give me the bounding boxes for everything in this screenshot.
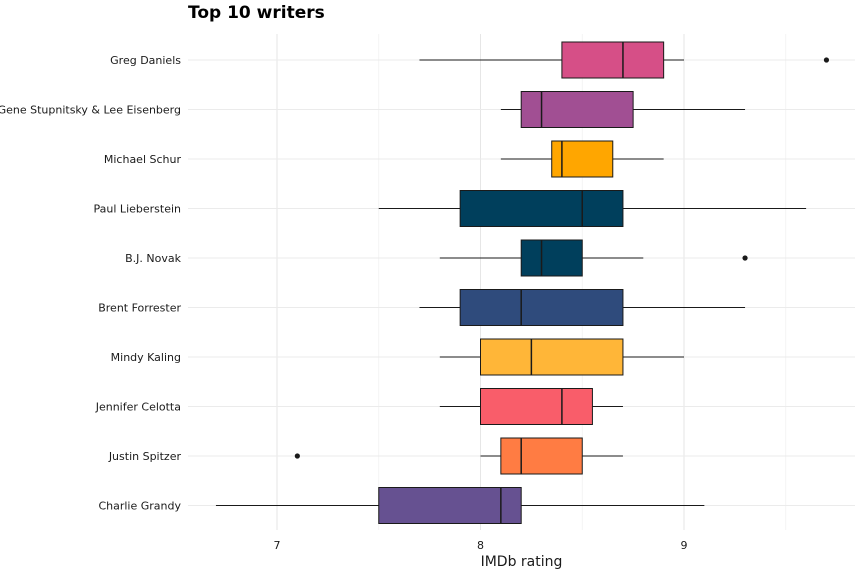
x-tick-label: 8 bbox=[477, 539, 484, 552]
x-tick-labels: 7 8 9 bbox=[274, 539, 688, 552]
box-group bbox=[294, 437, 623, 475]
box-iqr bbox=[378, 487, 522, 524]
box-group bbox=[419, 289, 746, 326]
box-iqr bbox=[459, 289, 624, 326]
box-group bbox=[439, 388, 623, 425]
box-iqr bbox=[500, 437, 583, 475]
box-group bbox=[419, 41, 830, 79]
x-tick-label: 7 bbox=[274, 539, 281, 552]
box-iqr bbox=[551, 140, 614, 178]
box-iqr bbox=[561, 41, 665, 79]
box-iqr bbox=[459, 190, 624, 227]
box-iqr bbox=[520, 91, 634, 128]
box-group bbox=[500, 91, 746, 128]
box-iqr bbox=[520, 239, 583, 277]
box-group bbox=[439, 338, 684, 376]
outlier-point bbox=[294, 453, 300, 459]
box-group bbox=[439, 239, 748, 277]
y-tick-label: Mindy Kaling bbox=[111, 351, 181, 364]
y-tick-label: Brent Forrester bbox=[98, 302, 181, 315]
x-tick-label: 9 bbox=[681, 539, 688, 552]
outlier-point bbox=[823, 57, 830, 63]
y-tick-labels: Greg Daniels Gene Stupnitsky & Lee Eisenb… bbox=[0, 54, 182, 513]
y-tick-label: Michael Schur bbox=[104, 153, 182, 166]
y-tick-label: Gene Stupnitsky & Lee Eisenberg bbox=[0, 104, 181, 117]
box-iqr bbox=[480, 388, 593, 425]
box-layer bbox=[215, 41, 830, 524]
box-group bbox=[215, 487, 705, 524]
y-tick-label: B.J. Novak bbox=[125, 252, 181, 265]
y-tick-label: Justin Spitzer bbox=[108, 450, 182, 463]
chart-title: Top 10 writers bbox=[188, 3, 325, 23]
box-iqr bbox=[480, 338, 624, 376]
y-tick-label: Charlie Grandy bbox=[98, 500, 181, 513]
box-group bbox=[378, 190, 807, 227]
y-tick-label: Greg Daniels bbox=[110, 54, 181, 67]
y-tick-label: Paul Lieberstein bbox=[94, 203, 181, 216]
outlier-point bbox=[742, 255, 748, 261]
y-tick-label: Jennifer Celotta bbox=[95, 401, 181, 414]
x-axis-title: IMDb rating bbox=[481, 554, 563, 570]
box-group bbox=[500, 140, 664, 178]
